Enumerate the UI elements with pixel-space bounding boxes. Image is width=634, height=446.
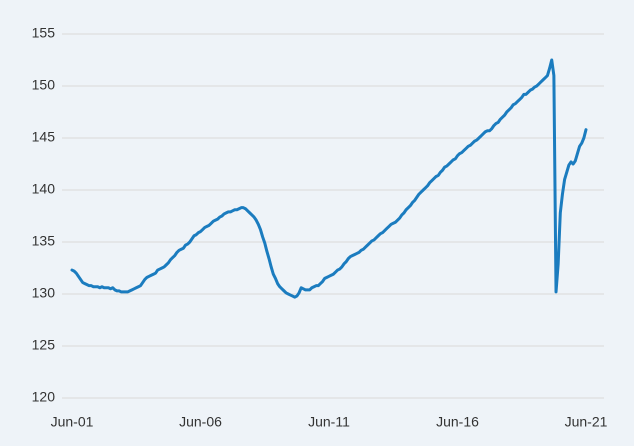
x-tick-label: Jun-21	[565, 414, 608, 430]
data-line	[70, 58, 588, 299]
y-tick-label: 150	[32, 77, 56, 93]
x-tick-label: Jun-06	[179, 414, 222, 430]
y-tick-label: 155	[32, 25, 56, 41]
y-tick-label: 140	[32, 181, 56, 197]
y-tick-label: 125	[32, 337, 56, 353]
x-tick-label: Jun-01	[51, 414, 94, 430]
y-tick-label: 135	[32, 233, 56, 249]
y-tick-label: 145	[32, 129, 56, 145]
x-tick-label: Jun-16	[436, 414, 479, 430]
y-tick-label: 130	[32, 285, 56, 301]
x-tick-label: Jun-11	[308, 414, 350, 430]
y-tick-label: 120	[32, 389, 56, 405]
